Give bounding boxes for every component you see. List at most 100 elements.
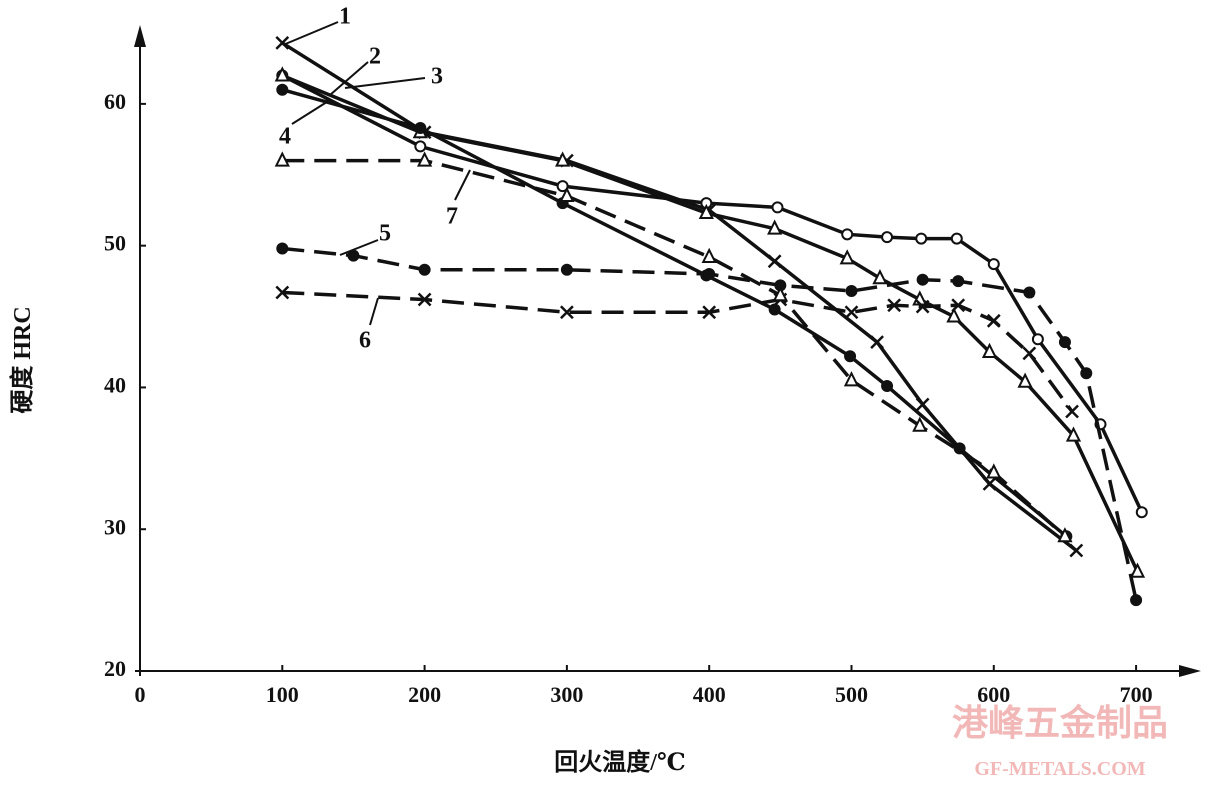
marker [418,263,431,276]
marker [843,371,860,387]
x-tick-label: 300 [550,682,583,707]
marker [987,258,1000,271]
marker [774,279,787,292]
marker [414,140,427,153]
marker [276,242,289,255]
marker [1135,506,1148,519]
marker [1129,562,1146,578]
marker [1031,333,1044,346]
watermark-url: GF-METALS.COM [974,758,1145,780]
series-line [281,41,1078,552]
marker [946,307,962,323]
marker [845,285,858,298]
marker [915,299,930,314]
marker [986,313,1001,328]
marker [702,305,717,320]
series-label: 1 [339,4,351,30]
marker [986,463,1002,479]
series-label: 4 [279,124,291,150]
marker [844,305,859,320]
marker [1023,286,1036,299]
leader-line [369,297,379,326]
series-line [281,73,1144,513]
series-line [282,290,1074,413]
marker [276,83,289,96]
marker [414,121,427,134]
series-label: 6 [359,328,371,354]
marker [982,476,997,491]
marker [887,298,902,313]
leader-line [454,169,471,201]
marker [703,268,716,281]
series-line [282,246,1138,601]
marker [556,180,569,193]
x-tick-label: 700 [1120,682,1153,707]
series-label: 2 [369,44,381,70]
marker [916,273,929,286]
marker [981,342,998,358]
leader-line [282,21,339,46]
marker [841,228,854,241]
series-line [282,158,1067,538]
marker [771,201,784,214]
y-axis-label: 硬度 HRC [8,306,36,413]
marker [275,285,290,300]
marker [912,416,928,432]
marker [1058,336,1071,349]
marker [1022,346,1037,361]
y-tick-label: 20 [104,656,126,681]
marker [953,442,966,455]
marker [915,232,928,245]
marker [1069,543,1084,558]
marker [881,231,894,244]
x-tick-label: 0 [135,682,146,707]
marker [555,151,571,167]
marker [839,249,855,265]
marker [950,232,963,245]
x-axis-label: 回火温度/℃ [554,748,685,776]
marker [275,36,290,50]
leader-line [344,77,426,89]
marker [347,249,360,262]
series-label: 5 [379,221,391,247]
y-tick-label: 30 [104,514,126,539]
marker [560,263,573,276]
x-axis-arrow [1179,665,1201,677]
marker [870,335,884,349]
x-tick-label: 400 [693,682,726,707]
marker [881,380,894,393]
marker [952,275,965,288]
marker [768,303,781,316]
marker [416,151,433,167]
marker [559,186,575,203]
marker [560,305,574,320]
y-tick-label: 40 [104,372,126,397]
marker [767,219,783,235]
marker [915,397,930,412]
marker [417,292,432,307]
y-tick-label: 60 [104,89,126,114]
marker [698,203,714,220]
x-tick-label: 500 [835,682,868,707]
marker [872,269,888,285]
marker [1065,426,1082,442]
marker [951,298,966,313]
marker [844,350,857,363]
y-tick-label: 50 [104,231,126,256]
x-tick-label: 200 [408,682,441,707]
leader-line [291,99,331,125]
x-tick-label: 600 [977,682,1010,707]
marker [1080,367,1093,380]
marker [1017,372,1033,388]
y-axis-arrow [134,25,146,47]
series-label: 7 [446,204,458,230]
marker [274,151,290,167]
marker [1065,404,1079,419]
x-tick-label: 100 [266,682,299,707]
series-label: 3 [431,64,443,90]
watermark: 港峰五金制品 [952,702,1168,744]
marker [701,247,717,264]
marker [772,286,788,302]
